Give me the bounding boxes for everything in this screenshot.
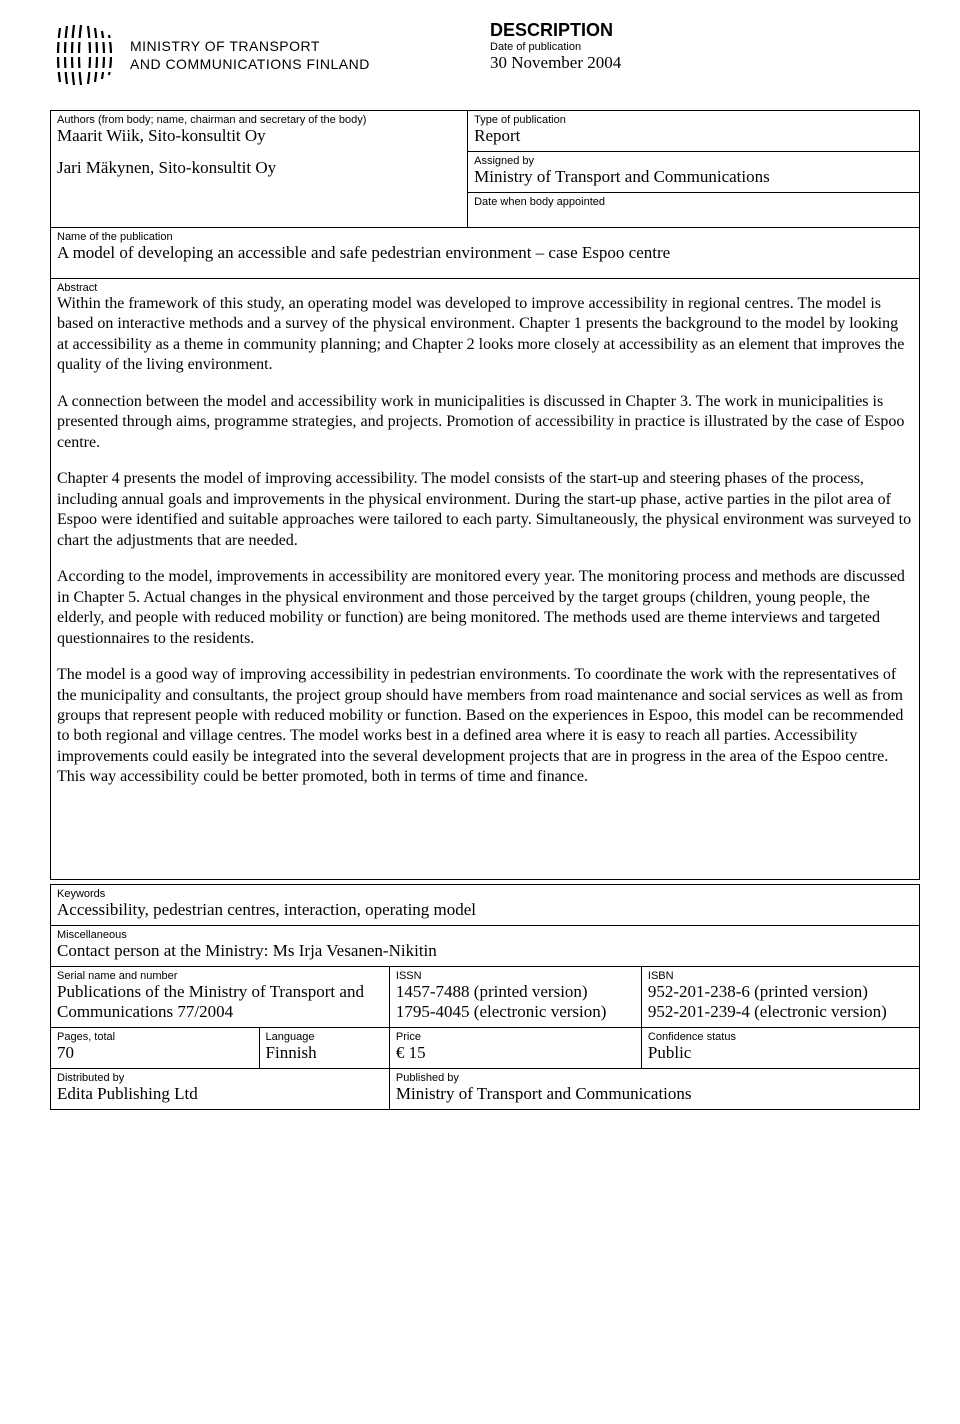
keywords-label: Keywords [57,888,913,900]
conf-label: Confidence status [648,1031,913,1043]
lang-value: Finnish [266,1043,383,1063]
page: MINISTRY OF TRANSPORT AND COMMUNICATIONS… [0,0,960,1140]
top-table: Authors (from body; name, chairman and s… [50,110,920,880]
price-label: Price [396,1031,635,1043]
description-block: DESCRIPTION Date of publication 30 Novem… [490,20,920,73]
header: MINISTRY OF TRANSPORT AND COMMUNICATIONS… [50,20,920,90]
author2: Jari Mäkynen, Sito-konsultit Oy [57,158,461,178]
ministry-name: MINISTRY OF TRANSPORT AND COMMUNICATIONS… [130,37,370,73]
conf-value: Public [648,1043,913,1063]
serial-label: Serial name and number [57,970,383,982]
date-label: Date of publication [490,41,920,53]
abstract-p1: Within the framework of this study, an o… [57,294,913,376]
bottom-table: Keywords Accessibility, pedestrian centr… [50,884,920,1110]
dist-value: Edita Publishing Ltd [57,1084,383,1104]
pubname-value: A model of developing an accessible and … [57,243,913,263]
isbn-label: ISBN [648,970,913,982]
issn-value2: 1795-4045 (electronic version) [396,1002,635,1022]
abstract-label: Abstract [57,282,913,294]
keywords-value: Accessibility, pedestrian centres, inter… [57,900,913,920]
pub-label: Published by [396,1072,913,1084]
misc-value: Contact person at the Ministry: Ms Irja … [57,941,913,961]
pages-value: 70 [57,1043,253,1063]
dist-label: Distributed by [57,1072,383,1084]
authors-label: Authors (from body; name, chairman and s… [57,114,461,126]
price-value: € 15 [396,1043,635,1063]
ministry-logo-icon [50,20,120,90]
type-label: Type of publication [474,114,913,126]
isbn-value1: 952-201-238-6 (printed version) [648,982,913,1002]
ministry-line2: AND COMMUNICATIONS FINLAND [130,55,370,73]
assigned-label: Assigned by [474,155,913,167]
abstract-text: Within the framework of this study, an o… [57,294,913,788]
pages-label: Pages, total [57,1031,253,1043]
appointed-label: Date when body appointed [474,196,913,208]
abstract-p4: According to the model, improvements in … [57,567,913,649]
pubname-label: Name of the publication [57,231,913,243]
type-value: Report [474,126,913,146]
isbn-value2: 952-201-239-4 (electronic version) [648,1002,913,1022]
ministry-line1: MINISTRY OF TRANSPORT [130,37,370,55]
issn-value1: 1457-7488 (printed version) [396,982,635,1002]
logo-block: MINISTRY OF TRANSPORT AND COMMUNICATIONS… [50,20,490,90]
misc-label: Miscellaneous [57,929,913,941]
date-value: 30 November 2004 [490,53,920,73]
description-label: DESCRIPTION [490,20,920,41]
author1: Maarit Wiik, Sito-konsultit Oy [57,126,461,146]
issn-label: ISSN [396,970,635,982]
abstract-p2: A connection between the model and acces… [57,392,913,453]
pub-value: Ministry of Transport and Communications [396,1084,913,1104]
lang-label: Language [266,1031,383,1043]
serial-value: Publications of the Ministry of Transpor… [57,982,383,1022]
abstract-p3: Chapter 4 presents the model of improvin… [57,469,913,551]
abstract-p5: The model is a good way of improving acc… [57,665,913,788]
assigned-value: Ministry of Transport and Communications [474,167,913,187]
